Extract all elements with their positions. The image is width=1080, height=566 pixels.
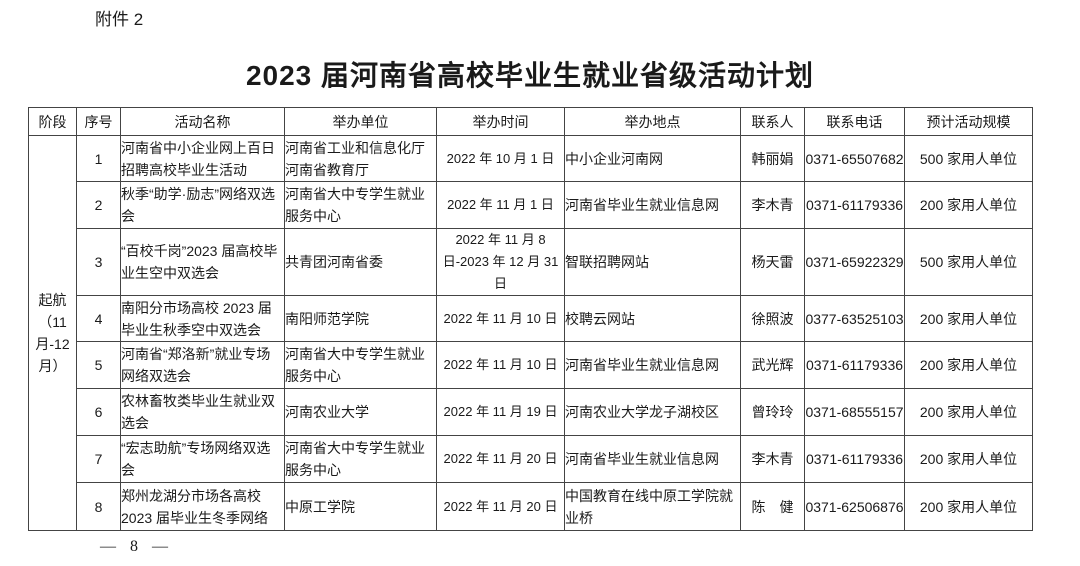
cell-location: 河南省毕业生就业信息网 [564, 181, 741, 229]
column-header-no: 序号 [76, 107, 121, 136]
cell-scale: 500 家用人单位 [904, 228, 1033, 296]
cell-contact: 韩丽娟 [740, 135, 805, 182]
cell-organizer: 河南农业大学 [284, 388, 437, 436]
table-row: 7 “宏志助航”专场网络双选会 河南省大中专学生就业服务中心 2022 年 11… [29, 435, 1033, 483]
cell-activity-name: 南阳分市场高校 2023 届毕业生秋季空中双选会 [120, 295, 285, 342]
cell-location: 河南省毕业生就业信息网 [564, 435, 741, 483]
cell-no: 5 [76, 341, 121, 389]
cell-activity-name: 郑州龙湖分市场各高校 2023 届毕业生冬季网络 [120, 482, 285, 531]
cell-location: 中国教育在线中原工学院就业桥 [564, 482, 741, 531]
cell-phone: 0371-61179336 [804, 181, 905, 229]
cell-location: 中小企业河南网 [564, 135, 741, 182]
cell-activity-name: 农林畜牧类毕业生就业双选会 [120, 388, 285, 436]
cell-no: 4 [76, 295, 121, 342]
cell-scale: 200 家用人单位 [904, 295, 1033, 342]
cell-time: 2022 年 11 月 20 日 [436, 482, 565, 531]
cell-no: 6 [76, 388, 121, 436]
cell-contact: 杨天雷 [740, 228, 805, 296]
cell-time: 2022 年 11 月 10 日 [436, 341, 565, 389]
cell-phone: 0371-62506876 [804, 482, 905, 531]
cell-time: 2022 年 10 月 1 日 [436, 135, 565, 182]
cell-activity-name: “宏志助航”专场网络双选会 [120, 435, 285, 483]
table-row: 起航（11月-12月） 1 河南省中小企业网上百日招聘高校毕业生活动 河南省工业… [28, 135, 1033, 531]
cell-phone: 0371-65507682 [804, 135, 905, 182]
column-header-organizer: 举办单位 [284, 107, 437, 136]
cell-time: 2022 年 11 月 10 日 [436, 295, 565, 342]
cell-time: 2022 年 11 月 1 日 [436, 181, 565, 229]
cell-scale: 200 家用人单位 [904, 181, 1033, 229]
cell-organizer: 共青团河南省委 [284, 228, 437, 296]
table-row: 6 农林畜牧类毕业生就业双选会 河南农业大学 2022 年 11 月 19 日 … [29, 388, 1033, 436]
cell-no: 8 [76, 482, 121, 531]
cell-organizer: 河南省工业和信息化厅 河南省教育厅 [284, 135, 437, 182]
cell-contact: 武光辉 [740, 341, 805, 389]
table-header-row: 阶段 序号 活动名称 举办单位 举办时间 举办地点 联系人 联系电话 预计活动规… [28, 107, 1033, 136]
cell-time: 2022 年 11 月 8 日-2023 年 12 月 31 日 [436, 228, 565, 296]
cell-organizer: 中原工学院 [284, 482, 437, 531]
cell-no: 1 [76, 135, 121, 182]
cell-organizer: 南阳师范学院 [284, 295, 437, 342]
cell-contact: 李木青 [740, 181, 805, 229]
cell-phone: 0371-65922329 [804, 228, 905, 296]
column-header-contact: 联系人 [740, 107, 805, 136]
cell-phone: 0377-63525103 [804, 295, 905, 342]
cell-phone: 0371-68555157 [804, 388, 905, 436]
column-header-phone: 联系电话 [804, 107, 905, 136]
cell-contact: 陈 健 [740, 482, 805, 531]
cell-activity-name: 秋季“助学·励志”网络双选会 [120, 181, 285, 229]
column-header-stage: 阶段 [28, 107, 77, 136]
cell-organizer: 河南省大中专学生就业服务中心 [284, 341, 437, 389]
cell-no: 7 [76, 435, 121, 483]
cell-scale: 200 家用人单位 [904, 341, 1033, 389]
table-row: 2 秋季“助学·励志”网络双选会 河南省大中专学生就业服务中心 2022 年 1… [29, 181, 1033, 229]
cell-activity-name: “百校千岗”2023 届高校毕业生空中双选会 [120, 228, 285, 296]
cell-scale: 200 家用人单位 [904, 388, 1033, 436]
cell-activity-name: 河南省“郑洛新”就业专场网络双选会 [120, 341, 285, 389]
cell-no: 3 [76, 228, 121, 296]
page-number: — 8 — [100, 538, 168, 555]
cell-scale: 200 家用人单位 [904, 435, 1033, 483]
activity-table: 阶段 序号 活动名称 举办单位 举办时间 举办地点 联系人 联系电话 预计活动规… [28, 107, 1033, 531]
cell-contact: 徐照波 [740, 295, 805, 342]
cell-organizer: 河南省大中专学生就业服务中心 [284, 181, 437, 229]
column-header-scale: 预计活动规模 [904, 107, 1033, 136]
cell-phone: 0371-61179336 [804, 435, 905, 483]
cell-location: 校聘云网站 [564, 295, 741, 342]
page-title: 2023 届河南省高校毕业生就业省级活动计划 [245, 60, 815, 91]
table-row: 4 南阳分市场高校 2023 届毕业生秋季空中双选会 南阳师范学院 2022 年… [29, 295, 1033, 342]
table-row: 5 河南省“郑洛新”就业专场网络双选会 河南省大中专学生就业服务中心 2022 … [29, 341, 1033, 389]
cell-time: 2022 年 11 月 19 日 [436, 388, 565, 436]
cell-scale: 200 家用人单位 [904, 482, 1033, 531]
cell-scale: 500 家用人单位 [904, 135, 1033, 182]
column-header-time: 举办时间 [436, 107, 565, 136]
attachment-label: 附件 2 [95, 10, 144, 29]
cell-time: 2022 年 11 月 20 日 [436, 435, 565, 483]
column-header-name: 活动名称 [120, 107, 285, 136]
cell-contact: 曾玲玲 [740, 388, 805, 436]
cell-location: 河南省毕业生就业信息网 [564, 341, 741, 389]
cell-contact: 李木青 [740, 435, 805, 483]
cell-location: 智联招聘网站 [564, 228, 741, 296]
cell-no: 2 [76, 181, 121, 229]
cell-activity-name: 河南省中小企业网上百日招聘高校毕业生活动 [120, 135, 285, 182]
cell-phone: 0371-61179336 [804, 341, 905, 389]
table-row: 3 “百校千岗”2023 届高校毕业生空中双选会 共青团河南省委 2022 年 … [29, 228, 1033, 296]
table-row: 8 郑州龙湖分市场各高校 2023 届毕业生冬季网络 中原工学院 2022 年 … [29, 482, 1033, 531]
cell-organizer: 河南省大中专学生就业服务中心 [284, 435, 437, 483]
column-header-location: 举办地点 [564, 107, 741, 136]
stage-cell: 起航（11月-12月） [28, 135, 77, 531]
cell-location: 河南农业大学龙子湖校区 [564, 388, 741, 436]
